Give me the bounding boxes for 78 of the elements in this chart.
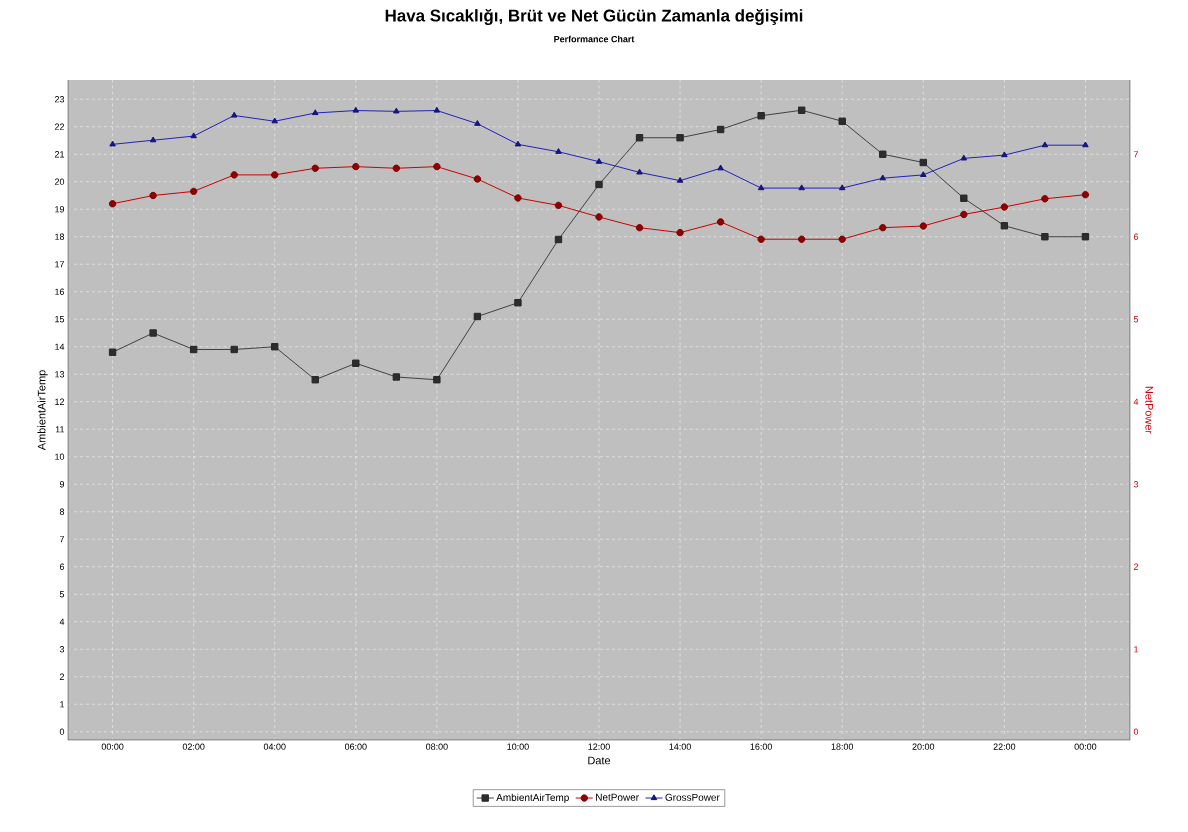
chart-subtitle: Performance Chart [554, 35, 635, 43]
point [919, 158, 927, 167]
x-tick-label: 22:00 [993, 743, 1016, 750]
y2-tick-label: 6 [1133, 233, 1139, 240]
x-tick-label: 16:00 [750, 743, 773, 750]
y2-tick-label: 1 [1134, 646, 1139, 653]
y-tick-label: 0 [59, 728, 65, 735]
y-tick-label: 10 [55, 453, 65, 460]
x-tick-label: 18:00 [831, 743, 854, 750]
y-tick-label: 1 [60, 701, 65, 708]
y-tick-label: 7 [59, 536, 65, 543]
point [595, 180, 603, 189]
x-tick-label: 08:00 [425, 743, 448, 750]
x-tick-label: 06:00 [344, 743, 367, 750]
y-tick-label: 5 [59, 591, 65, 598]
y-tick-label: 2 [59, 673, 65, 680]
point [271, 343, 279, 351]
point [838, 117, 846, 125]
x-tick-label: 10:00 [507, 743, 529, 750]
point [514, 299, 522, 307]
y2-tick-label: 4 [1133, 398, 1139, 405]
point [149, 329, 157, 337]
y-tick-label: 20 [54, 178, 65, 185]
y-tick-label: 22 [54, 123, 65, 130]
y-axis-title: AmbientAirTemp [37, 370, 48, 451]
point [960, 194, 968, 202]
y-tick-label: 19 [55, 206, 65, 213]
x-tick-label: 00:00 [101, 743, 124, 750]
point [757, 112, 765, 120]
point [1000, 222, 1009, 230]
y-tick-label: 18 [55, 233, 65, 240]
point [676, 134, 684, 142]
point [189, 345, 198, 354]
y2-tick-label: 7 [1133, 151, 1139, 158]
y-tick-label: 23 [54, 96, 65, 103]
point [1041, 233, 1049, 241]
point [352, 359, 360, 367]
point [433, 376, 441, 384]
y-tick-label: 8 [59, 508, 65, 515]
y-tick-label: 3 [59, 646, 65, 653]
y2-axis-title: NetPower [1145, 386, 1153, 434]
legend-label: NetPower [596, 793, 639, 801]
point [108, 348, 117, 356]
legend-label: GrossPower [665, 793, 720, 801]
y-tick-label: 9 [59, 481, 65, 488]
point [473, 312, 482, 321]
x-tick-label: 20:00 [912, 743, 935, 750]
y-tick-label: 12 [55, 398, 65, 405]
chart-title: Hava Sıcaklığı, Brüt ve Net Gücün Zamanla değişimi [385, 8, 803, 26]
point [392, 373, 401, 381]
y2-tick-label: 3 [1133, 481, 1139, 488]
x-tick-label: 02:00 [182, 743, 205, 750]
y2-tick-label: 2 [1133, 563, 1139, 570]
y2-tick-label: 5 [1133, 316, 1139, 323]
point [797, 106, 806, 114]
y-tick-label: 13 [55, 371, 65, 378]
y-tick-label: 11 [55, 426, 65, 433]
x-axis-title: Date [588, 756, 611, 765]
y-tick-label: 16 [55, 288, 65, 295]
x-tick-label: 04:00 [263, 743, 286, 750]
y-tick-label: 14 [55, 343, 65, 350]
y-tick-label: 15 [55, 316, 65, 323]
y-tick-label: 4 [59, 618, 65, 625]
point [230, 345, 238, 354]
point [554, 235, 563, 244]
y2-tick-label: 0 [1133, 728, 1139, 735]
y-tick-label: 17 [55, 261, 65, 268]
x-tick-label: 12:00 [588, 743, 610, 750]
y-tick-label: 6 [59, 563, 65, 570]
point [716, 125, 725, 134]
point [311, 376, 319, 384]
y-tick-label: 21 [54, 151, 65, 158]
point [635, 134, 644, 142]
legend-label: AmbientAirTemp [496, 793, 569, 803]
point [1081, 233, 1090, 241]
point [879, 150, 887, 158]
x-tick-label: 00:00 [1074, 743, 1097, 750]
x-tick-label: 14:00 [669, 743, 691, 750]
